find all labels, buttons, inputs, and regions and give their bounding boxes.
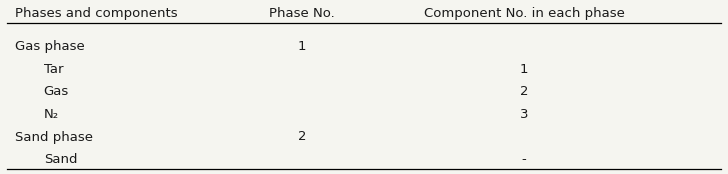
Text: Gas: Gas bbox=[44, 85, 69, 98]
Text: Gas phase: Gas phase bbox=[15, 40, 84, 53]
Text: 1: 1 bbox=[520, 63, 529, 76]
Text: Phases and components: Phases and components bbox=[15, 7, 177, 20]
Text: 2: 2 bbox=[298, 130, 306, 144]
Text: -: - bbox=[522, 153, 526, 166]
Text: 1: 1 bbox=[298, 40, 306, 53]
Text: Component No. in each phase: Component No. in each phase bbox=[424, 7, 625, 20]
Text: 2: 2 bbox=[520, 85, 529, 98]
Text: Sand phase: Sand phase bbox=[15, 130, 92, 144]
Text: Phase No.: Phase No. bbox=[269, 7, 335, 20]
Text: 3: 3 bbox=[520, 108, 529, 121]
Text: Tar: Tar bbox=[44, 63, 63, 76]
Text: Sand: Sand bbox=[44, 153, 77, 166]
Text: N₂: N₂ bbox=[44, 108, 59, 121]
